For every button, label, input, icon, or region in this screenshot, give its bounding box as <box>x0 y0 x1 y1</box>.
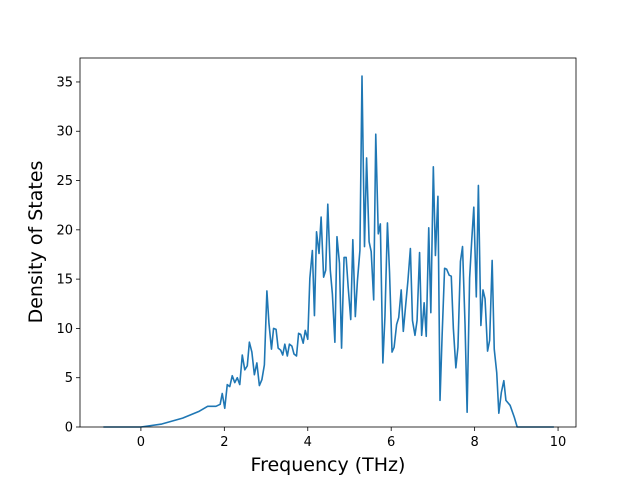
x-tick-label: 4 <box>304 435 312 450</box>
y-tick-label: 5 <box>65 371 73 386</box>
y-tick-label: 15 <box>56 273 73 288</box>
y-tick-label: 0 <box>65 421 73 436</box>
y-tick-label: 20 <box>56 223 73 238</box>
y-tick-label: 10 <box>56 322 73 337</box>
x-tick-label: 6 <box>387 435 395 450</box>
y-tick-label: 25 <box>56 174 73 189</box>
dos-line <box>103 75 554 428</box>
plot-frame <box>79 57 577 428</box>
x-tick-label: 0 <box>137 435 145 450</box>
x-tick-label: 10 <box>550 435 567 450</box>
x-tick-label: 2 <box>220 435 228 450</box>
y-axis-label: Density of States <box>25 161 47 324</box>
x-axis-label: Frequency (THz) <box>251 454 406 476</box>
y-tick-label: 35 <box>56 75 73 90</box>
y-tick-label: 30 <box>56 125 73 140</box>
x-tick-label: 8 <box>470 435 478 450</box>
